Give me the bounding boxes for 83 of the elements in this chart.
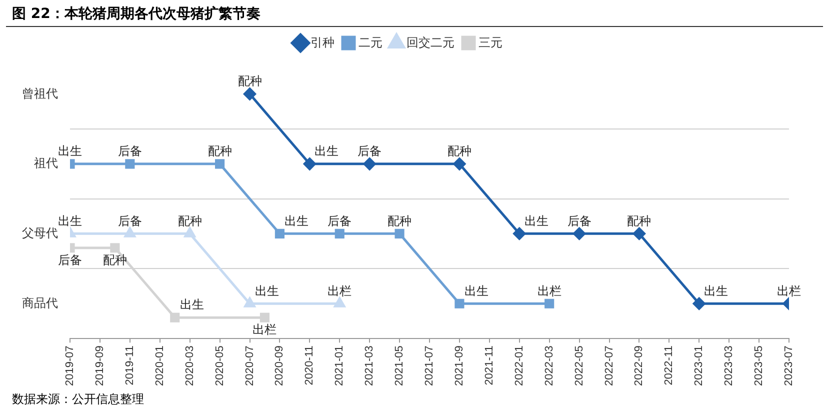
x-tick-label: 2023-05 <box>753 346 766 386</box>
point <box>632 227 646 240</box>
annotation: 出生 <box>58 214 82 228</box>
x-tick-label: 2021-11 <box>483 346 496 386</box>
annotation: 后备 <box>328 214 352 228</box>
x-tick-label: 2021-03 <box>364 346 376 386</box>
annotation: 出栏 <box>777 284 801 298</box>
point <box>184 227 196 238</box>
category-label: 商品代 <box>22 296 58 310</box>
annotation: 出生 <box>464 284 488 298</box>
x-tick-label: 2019-09 <box>94 346 106 386</box>
point <box>244 297 256 308</box>
x-tick-label: 2020-09 <box>274 346 286 386</box>
point <box>544 298 554 308</box>
annotation: 出生 <box>704 284 728 298</box>
point <box>334 297 346 308</box>
x-tick-label: 2019-07 <box>64 346 76 386</box>
x-tick-label: 2021-05 <box>394 346 406 386</box>
category-label: 祖代 <box>34 156 58 170</box>
legend-label: 二元 <box>358 35 382 50</box>
annotation: 后备 <box>567 214 592 228</box>
annotation: 后备 <box>58 252 82 267</box>
annotation: 出栏 <box>328 284 352 298</box>
chart-title: 图 22：本轮猪周期各代次母猪扩繁节奏 <box>6 0 823 27</box>
x-tick-label: 2023-07 <box>783 346 796 386</box>
annotation: 配种 <box>102 252 127 267</box>
point <box>110 243 120 253</box>
x-tick-label: 2022-09 <box>633 346 646 386</box>
annotation: 后备 <box>358 144 382 158</box>
x-tick-label: 2020-07 <box>244 346 256 386</box>
category-label: 曾祖代 <box>22 86 58 100</box>
point <box>513 227 526 240</box>
annotation: 配种 <box>208 144 232 158</box>
annotation: 出生 <box>58 144 82 158</box>
point <box>303 158 316 170</box>
x-tick-label: 2020-05 <box>214 346 226 386</box>
point <box>244 88 256 100</box>
x-tick-label: 2020-03 <box>184 346 196 386</box>
x-tick-label: 2023-01 <box>693 346 706 386</box>
x-tick-label: 2022-01 <box>513 346 526 386</box>
point <box>692 297 706 310</box>
point <box>394 228 404 238</box>
annotation: 配种 <box>178 214 202 228</box>
annotation: 配种 <box>447 144 472 158</box>
point <box>453 158 466 170</box>
point <box>454 298 464 308</box>
annotation: 配种 <box>238 74 262 88</box>
annotation: 配种 <box>388 214 412 228</box>
annotation: 出生 <box>284 214 309 228</box>
point <box>215 159 225 169</box>
annotation: 出生 <box>180 298 204 312</box>
legend-label: 回交二元 <box>406 35 454 50</box>
point <box>363 158 376 170</box>
point <box>170 312 180 322</box>
annotation: 后备 <box>118 214 142 228</box>
annotation: 配种 <box>627 214 652 228</box>
x-tick-label: 2019-11 <box>124 346 136 386</box>
x-tick-label: 2022-05 <box>573 346 586 386</box>
point <box>260 312 270 322</box>
x-tick-label: 2021-09 <box>453 346 466 386</box>
category-label: 父母代 <box>22 226 58 240</box>
annotation: 出生 <box>254 284 279 298</box>
annotation: 出生 <box>314 144 339 158</box>
legend-label: 三元 <box>478 35 502 50</box>
x-tick-label: 2020-11 <box>304 346 316 386</box>
annotation: 后备 <box>118 144 142 158</box>
x-tick-label: 2023-03 <box>723 346 736 386</box>
x-tick-label: 2021-01 <box>334 346 346 386</box>
point <box>334 228 344 238</box>
annotation: 出生 <box>524 214 548 228</box>
x-tick-label: 2021-07 <box>424 346 436 386</box>
annotation: 出栏 <box>537 284 562 298</box>
x-tick-label: 2022-03 <box>543 346 556 386</box>
point <box>125 159 135 169</box>
annotation: 出栏 <box>252 322 277 337</box>
source-note: 数据来源：公开信息整理 <box>11 391 145 408</box>
x-tick-label: 2020-01 <box>154 346 166 386</box>
legend-label: 引种 <box>310 35 334 50</box>
x-tick-label: 2022-07 <box>603 346 616 386</box>
point <box>124 227 136 238</box>
x-tick-label: 2022-11 <box>663 346 676 386</box>
point <box>274 228 284 238</box>
point <box>573 227 586 240</box>
